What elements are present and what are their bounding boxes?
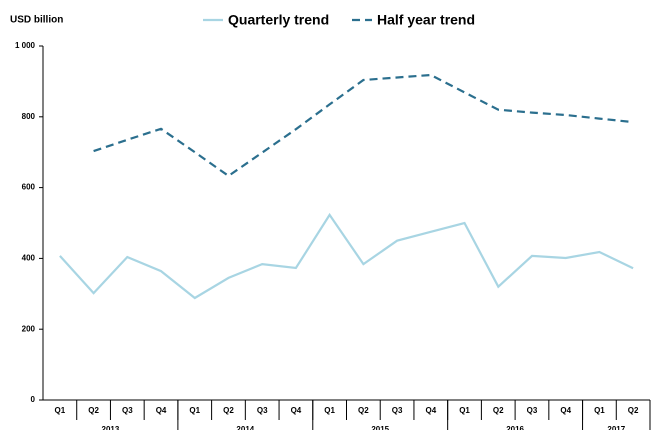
legend-label: Half year trend: [377, 12, 475, 28]
x-tick-label: Q1: [459, 406, 470, 415]
y-tick-label: 400: [22, 254, 36, 263]
x-tick-label: Q1: [324, 406, 335, 415]
x-tick-label: Q1: [594, 406, 605, 415]
x-tick-label: Q2: [493, 406, 504, 415]
x-tick-label: Q4: [156, 406, 167, 415]
x-tick-label: Q4: [291, 406, 302, 415]
x-tick-label: Q2: [223, 406, 234, 415]
year-label: 2016: [506, 425, 524, 430]
year-label: 2014: [236, 425, 254, 430]
x-tick-label: Q2: [628, 406, 639, 415]
y-tick-label: 0: [31, 395, 36, 404]
series-line: [59, 212, 634, 300]
x-tick-label: Q1: [55, 406, 66, 415]
year-label: 2015: [371, 425, 389, 430]
x-tick-label: Q3: [257, 406, 268, 415]
legend-label: Quarterly trend: [228, 12, 329, 28]
y-tick-label: 800: [22, 112, 36, 121]
y-tick-label: 600: [22, 183, 36, 192]
x-tick-label: Q2: [358, 406, 369, 415]
x-tick-label: Q3: [122, 406, 133, 415]
y-tick-label: 1 000: [15, 41, 36, 50]
x-tick-label: Q3: [527, 406, 538, 415]
x-tick-label: Q2: [88, 406, 99, 415]
x-tick-label: Q1: [189, 406, 200, 415]
year-label: 2013: [102, 425, 120, 430]
y-tick-label: 200: [22, 324, 36, 333]
x-tick-label: Q4: [425, 406, 436, 415]
x-tick-label: Q4: [560, 406, 571, 415]
y-axis-label: USD billion: [10, 15, 63, 26]
series-line: [93, 73, 634, 178]
x-tick-label: Q3: [392, 406, 403, 415]
year-label: 2017: [607, 425, 625, 430]
